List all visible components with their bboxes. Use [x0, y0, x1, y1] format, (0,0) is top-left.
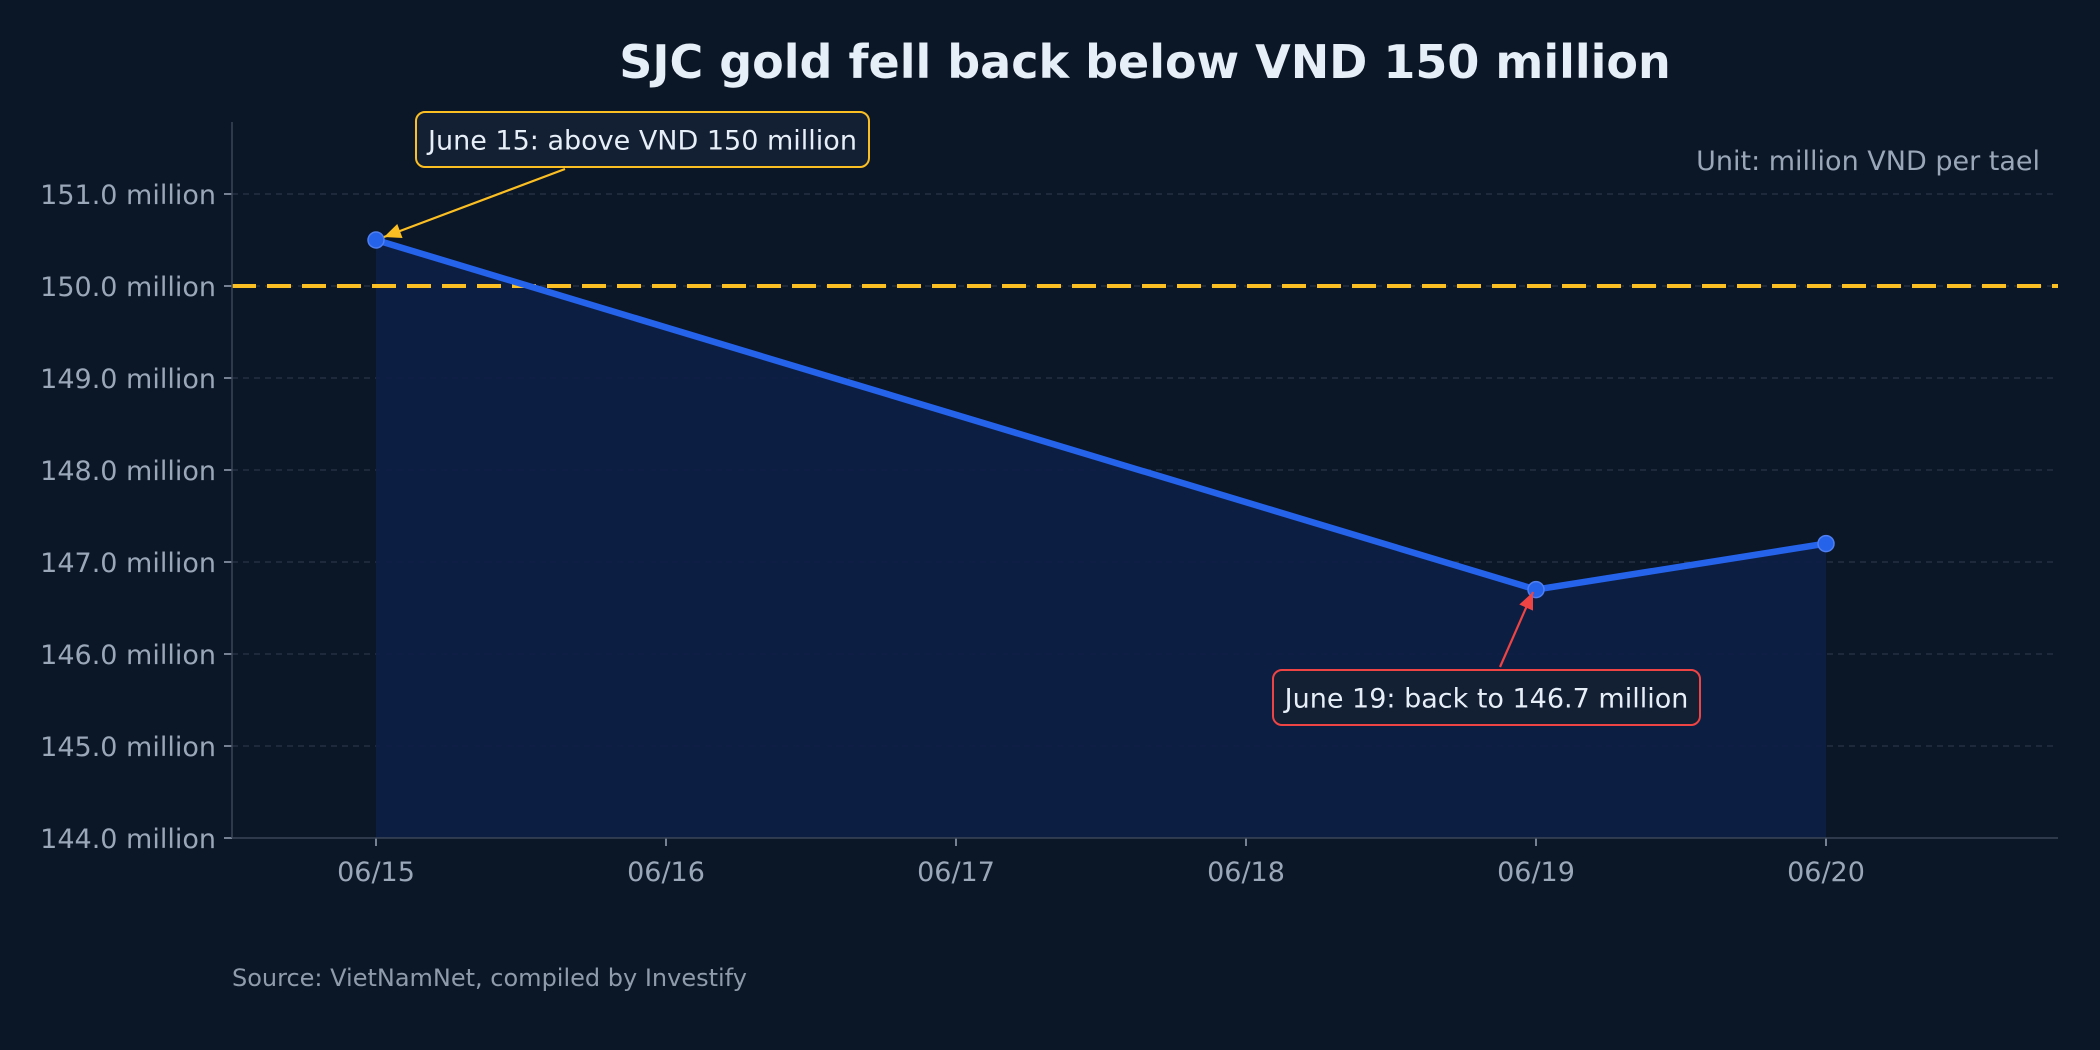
source-note: Source: VietNamNet, compiled by Investif…	[232, 964, 747, 992]
x-tick-label: 06/16	[627, 857, 705, 888]
annotation-label: June 15: above VND 150 million	[426, 126, 857, 157]
annotation-layer: June 15: above VND 150 million June 19: b…	[383, 111, 1701, 726]
x-tick-label: 06/18	[1207, 857, 1285, 888]
x-tick-label: 06/17	[917, 857, 995, 888]
y-tick-label: 149.0 million	[40, 364, 216, 395]
annotation-arrowhead	[384, 224, 403, 239]
series-layer	[367, 231, 1835, 599]
annotation-arrow	[383, 167, 566, 239]
series-area-fill	[376, 240, 1826, 838]
annotation-box	[1272, 669, 1701, 726]
y-tick-label: 148.0 million	[40, 456, 216, 487]
chart-title: SJC gold fell back below VND 150 million	[619, 35, 1671, 89]
annotation-arrowhead	[1519, 592, 1534, 611]
y-tick-label: 150.0 million	[40, 272, 216, 303]
data-point	[1817, 534, 1835, 553]
y-tick-label: 151.0 million	[40, 180, 216, 211]
data-point	[367, 231, 385, 249]
y-tick-label: 144.0 million	[40, 824, 216, 855]
unit-label: Unit: million VND per tael	[1696, 146, 2040, 177]
y-tick-label: 147.0 million	[40, 548, 216, 579]
x-tick-label: 06/19	[1497, 857, 1575, 888]
annotation-box	[415, 111, 870, 168]
x-tick-label: 06/20	[1787, 857, 1865, 888]
y-tick-label: 145.0 million	[40, 732, 216, 763]
x-tick-label: 06/15	[337, 857, 415, 888]
annotation-label: June 19: back to 146.7 million	[1283, 684, 1689, 715]
y-tick-label: 146.0 million	[40, 640, 216, 671]
area-layer	[376, 240, 1826, 838]
axes-layer: 144.0 million 145.0 million 146.0 million 1…	[40, 122, 2058, 888]
